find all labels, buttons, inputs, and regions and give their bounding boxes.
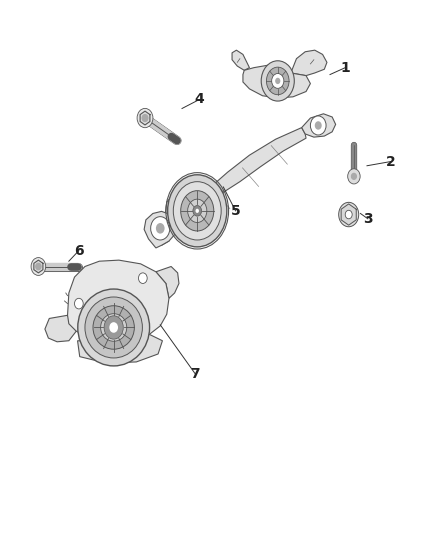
Circle shape <box>193 206 201 216</box>
Circle shape <box>352 173 356 179</box>
Text: 6: 6 <box>74 244 84 257</box>
Ellipse shape <box>78 289 150 366</box>
Polygon shape <box>302 114 336 137</box>
Circle shape <box>348 169 360 184</box>
Circle shape <box>36 263 41 270</box>
Polygon shape <box>341 204 356 225</box>
Circle shape <box>195 209 199 213</box>
Polygon shape <box>45 316 76 342</box>
Ellipse shape <box>93 306 134 349</box>
Polygon shape <box>243 65 311 98</box>
Text: 1: 1 <box>340 61 350 75</box>
Polygon shape <box>67 260 169 341</box>
Circle shape <box>315 121 322 130</box>
Circle shape <box>187 199 207 222</box>
Circle shape <box>272 74 284 88</box>
Text: 2: 2 <box>386 155 396 168</box>
Circle shape <box>339 203 359 227</box>
Circle shape <box>156 223 165 233</box>
Circle shape <box>110 322 118 333</box>
Circle shape <box>261 61 294 101</box>
Circle shape <box>266 67 289 95</box>
Text: 4: 4 <box>194 93 204 107</box>
Polygon shape <box>144 212 177 248</box>
Circle shape <box>311 116 326 135</box>
Polygon shape <box>162 184 223 245</box>
Circle shape <box>104 316 123 339</box>
Polygon shape <box>232 50 250 70</box>
Ellipse shape <box>85 297 142 358</box>
Circle shape <box>137 108 153 128</box>
Polygon shape <box>156 266 179 298</box>
Text: 5: 5 <box>231 204 240 218</box>
Polygon shape <box>78 334 162 363</box>
Circle shape <box>151 216 170 240</box>
Polygon shape <box>214 127 306 192</box>
Circle shape <box>138 273 147 284</box>
Polygon shape <box>34 260 43 273</box>
Text: 3: 3 <box>363 212 373 226</box>
Polygon shape <box>291 50 327 76</box>
Circle shape <box>275 78 280 84</box>
Circle shape <box>345 211 352 219</box>
Circle shape <box>181 191 214 231</box>
Circle shape <box>168 175 227 247</box>
Circle shape <box>74 298 83 309</box>
Circle shape <box>142 115 148 122</box>
Circle shape <box>31 257 46 276</box>
Circle shape <box>173 182 221 240</box>
Ellipse shape <box>101 314 127 341</box>
Text: 7: 7 <box>190 367 200 381</box>
Polygon shape <box>140 111 150 125</box>
